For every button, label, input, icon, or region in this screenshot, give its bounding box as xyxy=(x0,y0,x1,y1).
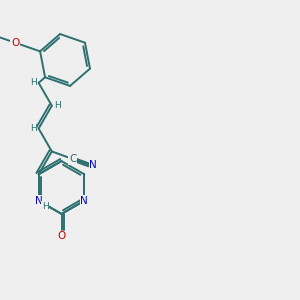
Text: H: H xyxy=(30,78,37,87)
Text: N: N xyxy=(89,160,97,170)
Text: N: N xyxy=(80,196,88,206)
Text: O: O xyxy=(57,231,66,242)
Text: H: H xyxy=(30,124,37,133)
Text: N: N xyxy=(35,196,43,206)
Text: C: C xyxy=(69,154,76,164)
Text: H: H xyxy=(54,101,61,110)
Text: O: O xyxy=(11,38,19,48)
Text: H: H xyxy=(42,202,49,211)
